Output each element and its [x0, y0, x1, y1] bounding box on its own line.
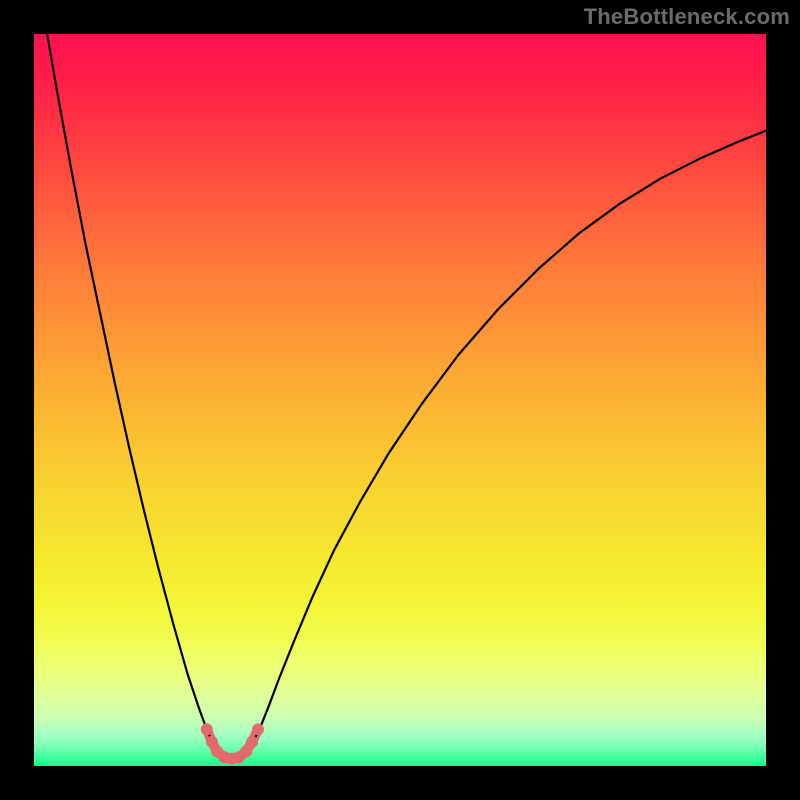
chart-background — [34, 34, 766, 766]
curve-marker — [241, 746, 252, 757]
chart-svg — [34, 34, 766, 766]
curve-marker — [252, 724, 263, 735]
watermark-text: TheBottleneck.com — [584, 4, 790, 30]
curve-marker — [201, 724, 212, 735]
curve-marker — [247, 736, 258, 747]
chart-area — [34, 34, 766, 766]
